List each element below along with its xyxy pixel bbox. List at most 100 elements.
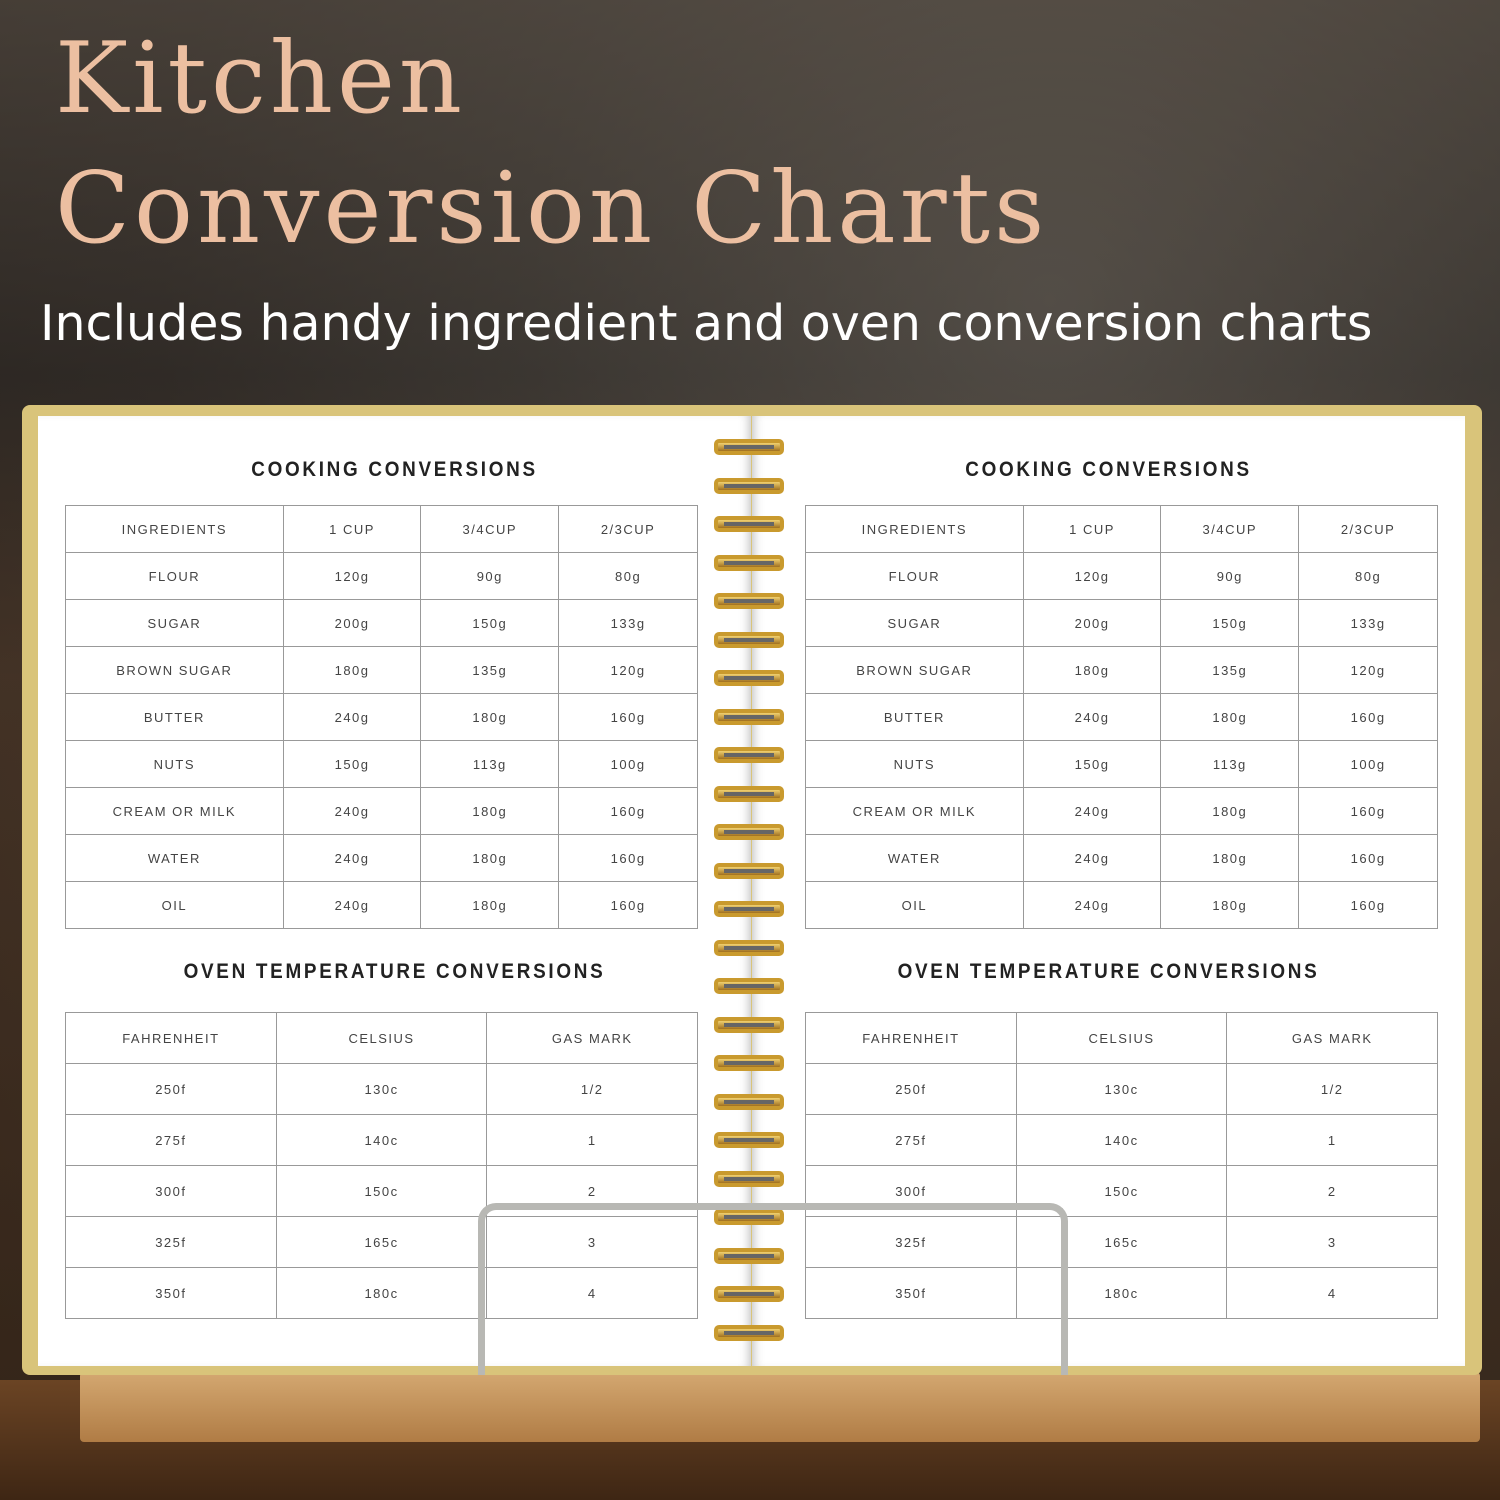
- table-cell: 350f: [65, 1267, 277, 1319]
- table-cell: 90g: [420, 552, 560, 600]
- table-cell: 180g: [1160, 693, 1300, 741]
- column-header: 1 CUP: [1022, 505, 1162, 553]
- table-cell: 130c: [1015, 1063, 1228, 1115]
- table-cell: 1/2: [486, 1063, 698, 1115]
- column-header: CELSIUS: [1015, 1012, 1228, 1064]
- table-cell: 150g: [420, 599, 560, 647]
- oven-temperature-title: OVEN TEMPERATURE CONVERSIONS: [183, 960, 606, 983]
- table-cell: 180g: [1022, 646, 1162, 694]
- table-cell: 180g: [420, 787, 560, 835]
- table-row: CREAM OR MILK 240g 180g 160g: [65, 787, 698, 835]
- table-cell: NUTS: [805, 740, 1024, 788]
- table-row: 275f 140c 1: [65, 1114, 698, 1166]
- spiral-ring: [714, 670, 784, 686]
- table-row: 300f 150c 2: [65, 1165, 698, 1217]
- table-header-row: INGREDIENTS 1 CUP 3/4CUP 2/3CUP: [805, 505, 1438, 553]
- table-header-row: FAHRENHEIT CELSIUS GAS MARK: [805, 1012, 1438, 1064]
- table-cell: 120g: [558, 646, 698, 694]
- column-header: INGREDIENTS: [805, 505, 1024, 553]
- table-cell: 3: [1226, 1216, 1438, 1268]
- table-cell: 180g: [1160, 834, 1300, 882]
- table-cell: BUTTER: [805, 693, 1024, 741]
- spiral-ring: [714, 862, 784, 879]
- table-cell: 80g: [558, 552, 698, 600]
- table-cell: 180c: [1015, 1267, 1228, 1319]
- table-row: 250f 130c 1/2: [805, 1063, 1438, 1115]
- spiral-ring: [714, 554, 784, 571]
- table-row: NUTS 150g 113g 100g: [65, 740, 698, 788]
- table-row: WATER 240g 180g 160g: [805, 834, 1438, 882]
- table-cell: 180g: [420, 881, 560, 929]
- table-cell: 1/2: [1226, 1063, 1438, 1115]
- table-cell: 240g: [282, 693, 422, 741]
- spiral-ring: [714, 939, 784, 956]
- table-cell: 250f: [805, 1063, 1017, 1115]
- column-header: GAS MARK: [1226, 1012, 1438, 1064]
- table-cell: 160g: [1298, 787, 1438, 835]
- table-cell: 100g: [558, 740, 698, 788]
- table-cell: 325f: [65, 1216, 277, 1268]
- spiral-ring: [714, 978, 784, 994]
- table-row: 250f 130c 1/2: [65, 1063, 698, 1115]
- column-header: GAS MARK: [486, 1012, 698, 1064]
- oven-temperature-title: OVEN TEMPERATURE CONVERSIONS: [897, 960, 1320, 983]
- cooking-conversions-table: INGREDIENTS 1 CUP 3/4CUP 2/3CUP FLOUR 120g 90g…: [65, 505, 698, 929]
- table-row: NUTS 150g 113g 100g: [805, 740, 1438, 788]
- oven-temperature-table: FAHRENHEIT CELSIUS GAS MARK 250f 130c 1/2 275f…: [65, 1012, 698, 1319]
- spiral-ring: [714, 593, 784, 609]
- table-cell: 2: [1226, 1165, 1438, 1217]
- spiral-ring: [714, 516, 784, 532]
- title-line-1: Kitchen: [55, 22, 467, 136]
- table-header-row: INGREDIENTS 1 CUP 3/4CUP 2/3CUP: [65, 505, 698, 553]
- cooking-conversions-title: COOKING CONVERSIONS: [965, 458, 1252, 481]
- table-cell: 240g: [1022, 834, 1162, 882]
- spiral-ring: [714, 824, 784, 840]
- spiral-ring: [714, 1209, 784, 1225]
- table-cell: 165c: [1015, 1216, 1228, 1268]
- column-header: INGREDIENTS: [65, 505, 284, 553]
- table-cell: 240g: [1022, 881, 1162, 929]
- table-cell: 240g: [1022, 787, 1162, 835]
- table-row: BUTTER 240g 180g 160g: [65, 693, 698, 741]
- table-cell: BROWN SUGAR: [805, 646, 1024, 694]
- table-cell: 140c: [1015, 1114, 1228, 1166]
- table-cell: 240g: [1022, 693, 1162, 741]
- table-cell: FLOUR: [805, 552, 1024, 600]
- table-cell: 150g: [282, 740, 422, 788]
- table-cell: 325f: [805, 1216, 1017, 1268]
- table-cell: 80g: [1298, 552, 1438, 600]
- table-cell: SUGAR: [805, 599, 1024, 647]
- table-cell: 180c: [275, 1267, 488, 1319]
- table-cell: BUTTER: [65, 693, 284, 741]
- table-cell: OIL: [805, 881, 1024, 929]
- table-cell: 150g: [1160, 599, 1300, 647]
- table-cell: 133g: [558, 599, 698, 647]
- table-cell: 275f: [65, 1114, 277, 1166]
- spiral-ring: [714, 1016, 784, 1033]
- table-cell: CREAM OR MILK: [65, 787, 284, 835]
- cooking-conversions-title: COOKING CONVERSIONS: [251, 458, 538, 481]
- column-header: FAHRENHEIT: [805, 1012, 1017, 1064]
- table-cell: 133g: [1298, 599, 1438, 647]
- spiral-ring: [714, 439, 784, 455]
- table-cell: WATER: [805, 834, 1024, 882]
- table-row: SUGAR 200g 150g 133g: [805, 599, 1438, 647]
- table-cell: 120g: [1298, 646, 1438, 694]
- table-row: 325f 165c 3: [805, 1216, 1438, 1268]
- table-cell: 113g: [1160, 740, 1300, 788]
- spiral-ring: [714, 1247, 784, 1264]
- table-cell: 100g: [1298, 740, 1438, 788]
- table-cell: 180g: [420, 834, 560, 882]
- spiral-ring: [714, 1324, 784, 1341]
- table-row: 275f 140c 1: [805, 1114, 1438, 1166]
- spiral-ring: [714, 1170, 784, 1187]
- spiral-ring: [714, 785, 784, 802]
- column-header: 2/3CUP: [1298, 505, 1438, 553]
- subtitle: Includes handy ingredient and oven conve…: [40, 295, 1373, 352]
- title-line-2: Conversion Charts: [55, 152, 1049, 266]
- table-cell: 160g: [558, 834, 698, 882]
- table-cell: 120g: [1022, 552, 1162, 600]
- column-header: CELSIUS: [275, 1012, 488, 1064]
- column-header: 3/4CUP: [420, 505, 560, 553]
- spiral-ring: [714, 1093, 784, 1110]
